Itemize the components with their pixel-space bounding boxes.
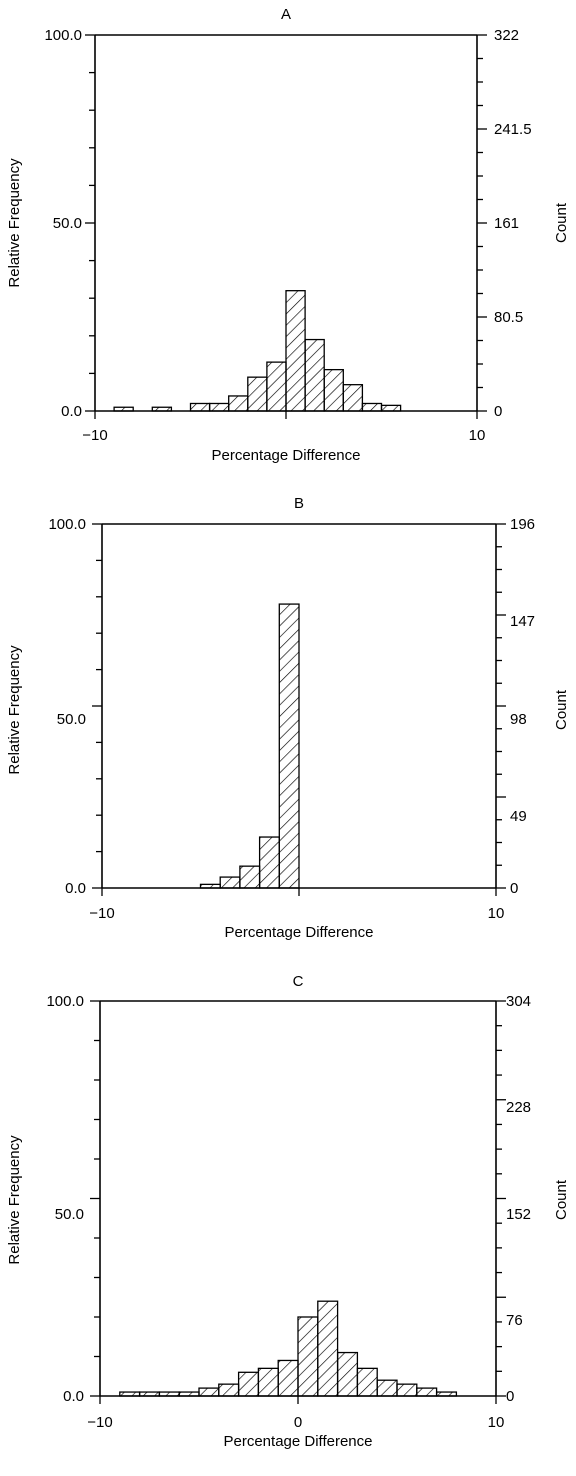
panel-b: B 100.0 50.0 0.0 196 147 98 49 0 −10 10 …	[6, 495, 570, 941]
plot-area	[90, 1000, 506, 1404]
panel-a: A 100.0 50.0 0.0 322 241.5 161 80.5 0 −1…	[6, 6, 570, 464]
x-axis-label: Percentage Difference	[224, 1433, 373, 1450]
panel-c: C 100.0 50.0 0.0 304 228 152 76 0 −10 0 …	[6, 973, 570, 1450]
histogram-bar	[361, 402, 383, 412]
histogram-bar	[396, 1383, 418, 1397]
histogram-bar	[247, 376, 268, 412]
y2-tick-label: 98	[510, 711, 527, 728]
histogram-bar	[297, 1316, 319, 1397]
histogram-bar	[416, 1387, 438, 1397]
y-axis-label: Relative Frequency	[6, 158, 23, 288]
histogram-bar	[198, 1387, 220, 1397]
histogram-bar	[278, 603, 300, 889]
histogram-bar	[218, 1383, 240, 1397]
y2-axis-label: Count	[553, 1179, 570, 1220]
y2-axis-label: Count	[553, 202, 570, 243]
x-tick-label: 10	[488, 1414, 505, 1431]
histogram-bar	[228, 395, 249, 412]
panel-title: C	[293, 973, 304, 990]
y2-tick-label: 147	[510, 613, 535, 630]
y-tick-label: 100.0	[44, 27, 82, 44]
y2-tick-label: 241.5	[494, 121, 532, 138]
y-tick-label: 0.0	[61, 403, 82, 420]
y2-tick-label: 49	[510, 808, 527, 825]
x-axis-label: Percentage Difference	[225, 924, 374, 941]
histogram-bar	[257, 1367, 279, 1397]
y-tick-label: 50.0	[57, 711, 86, 728]
histogram-bar	[356, 1367, 378, 1397]
y2-tick-label: 80.5	[494, 309, 523, 326]
panel-title: B	[294, 495, 304, 512]
x-tick-label: 10	[469, 427, 486, 444]
x-tick-label: −10	[82, 427, 107, 444]
x-axis-label: Percentage Difference	[212, 447, 361, 464]
histogram-bar	[317, 1300, 339, 1397]
histogram-bar	[285, 290, 306, 412]
histogram-bar	[258, 836, 280, 889]
histogram-bar	[219, 876, 241, 889]
x-tick-label: 10	[488, 905, 505, 922]
histogram-bar	[323, 368, 344, 412]
y-tick-label: 0.0	[63, 1388, 84, 1405]
panel-title: A	[281, 6, 291, 23]
y-axis-label: Relative Frequency	[6, 1135, 23, 1265]
histogram-bar	[336, 1351, 359, 1397]
histogram-bar	[277, 1359, 299, 1397]
y-axis-label: Relative Frequency	[6, 645, 23, 775]
y-tick-label: 100.0	[48, 516, 86, 533]
histogram-bar	[208, 402, 230, 412]
histogram-bar	[266, 361, 287, 412]
y2-tick-label: 152	[506, 1206, 531, 1223]
y-tick-label: 100.0	[46, 993, 84, 1010]
y2-tick-label: 76	[506, 1312, 523, 1329]
y2-tick-label: 322	[494, 27, 519, 44]
y2-tick-label: 161	[494, 215, 519, 232]
y2-tick-label: 228	[506, 1099, 531, 1116]
y-tick-label: 0.0	[65, 880, 86, 897]
plot-area	[92, 523, 506, 896]
y2-tick-label: 304	[506, 993, 531, 1010]
y2-tick-label: 0	[510, 880, 518, 897]
x-tick-label: −10	[87, 1414, 112, 1431]
histogram-bar	[376, 1379, 398, 1397]
y2-tick-label: 0	[506, 1388, 514, 1405]
x-tick-label: −10	[89, 905, 114, 922]
histogram-bar	[239, 865, 261, 889]
histogram-bar	[304, 338, 325, 412]
y-tick-label: 50.0	[55, 1206, 84, 1223]
plot-area	[85, 34, 487, 419]
x-tick-label: 0	[294, 1414, 302, 1431]
y2-tick-label: 196	[510, 516, 535, 533]
y-tick-label: 50.0	[53, 215, 82, 232]
histogram-bar	[380, 404, 402, 412]
y2-tick-label: 0	[494, 403, 502, 420]
histogram-bar	[189, 402, 211, 412]
histogram-bar	[342, 384, 364, 412]
histogram-bar	[237, 1371, 260, 1397]
y2-axis-label: Count	[553, 689, 570, 730]
